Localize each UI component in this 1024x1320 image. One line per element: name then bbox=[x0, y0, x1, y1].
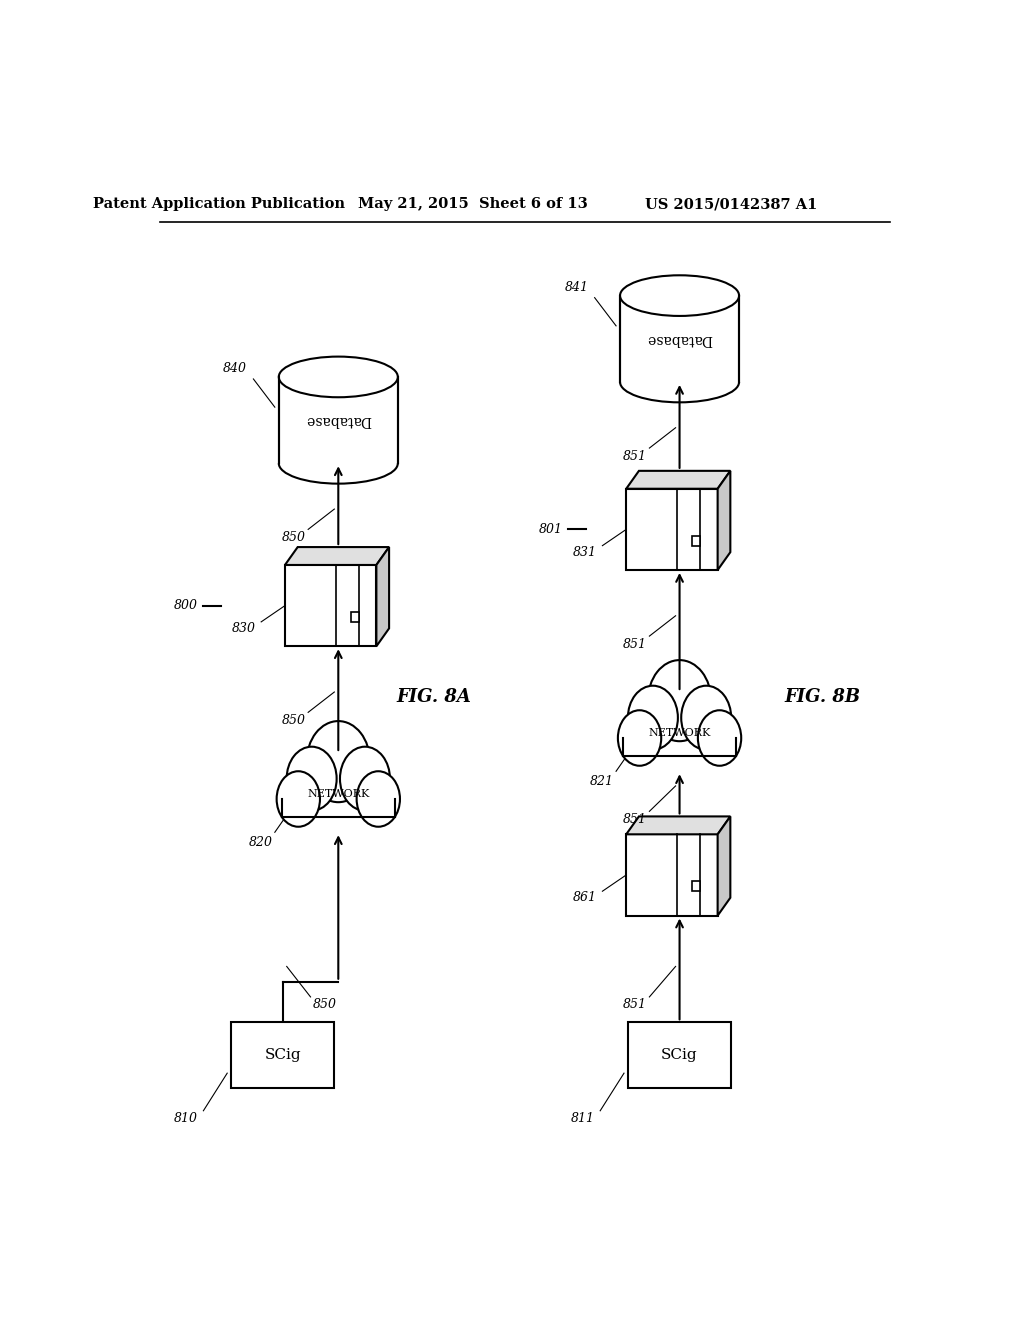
Polygon shape bbox=[692, 536, 699, 545]
Text: SCig: SCig bbox=[264, 1048, 301, 1063]
Circle shape bbox=[340, 747, 390, 810]
Circle shape bbox=[617, 710, 662, 766]
Text: US 2015/0142387 A1: US 2015/0142387 A1 bbox=[645, 197, 817, 211]
Text: 851: 851 bbox=[624, 998, 647, 1011]
Text: 820: 820 bbox=[249, 836, 272, 849]
Polygon shape bbox=[623, 711, 736, 756]
Polygon shape bbox=[627, 834, 718, 916]
Text: NETWORK: NETWORK bbox=[648, 727, 711, 738]
Circle shape bbox=[698, 710, 741, 766]
Circle shape bbox=[276, 771, 319, 826]
Text: 841: 841 bbox=[564, 281, 589, 294]
Circle shape bbox=[306, 721, 370, 803]
Text: 851: 851 bbox=[624, 813, 647, 826]
Text: FIG. 8B: FIG. 8B bbox=[784, 688, 860, 706]
Polygon shape bbox=[282, 772, 395, 817]
Text: Database: Database bbox=[646, 331, 713, 346]
Text: 810: 810 bbox=[174, 1113, 198, 1126]
Bar bbox=[628, 1022, 731, 1089]
Text: 850: 850 bbox=[282, 531, 306, 544]
Text: 861: 861 bbox=[573, 891, 597, 904]
Text: 850: 850 bbox=[312, 998, 337, 1011]
Polygon shape bbox=[718, 471, 730, 570]
Polygon shape bbox=[285, 546, 389, 565]
Polygon shape bbox=[285, 565, 377, 647]
Text: 851: 851 bbox=[624, 638, 647, 651]
Text: Database: Database bbox=[305, 413, 372, 428]
Polygon shape bbox=[279, 378, 397, 463]
Polygon shape bbox=[627, 488, 718, 570]
Text: SCig: SCig bbox=[662, 1048, 698, 1063]
Polygon shape bbox=[620, 296, 739, 381]
Text: 830: 830 bbox=[231, 622, 256, 635]
Circle shape bbox=[681, 685, 731, 750]
Polygon shape bbox=[351, 612, 358, 622]
Bar bbox=[231, 1022, 334, 1089]
Polygon shape bbox=[692, 882, 699, 891]
Text: 851: 851 bbox=[624, 450, 647, 463]
Polygon shape bbox=[377, 546, 389, 647]
Text: 850: 850 bbox=[282, 714, 306, 727]
Text: 840: 840 bbox=[223, 362, 247, 375]
Ellipse shape bbox=[621, 276, 739, 315]
Text: FIG. 8A: FIG. 8A bbox=[396, 688, 471, 706]
Text: Patent Application Publication: Patent Application Publication bbox=[93, 197, 345, 211]
Text: May 21, 2015  Sheet 6 of 13: May 21, 2015 Sheet 6 of 13 bbox=[358, 197, 588, 211]
Circle shape bbox=[628, 685, 678, 750]
Text: 801: 801 bbox=[539, 523, 563, 536]
Text: 831: 831 bbox=[573, 545, 597, 558]
Text: NETWORK: NETWORK bbox=[307, 788, 370, 799]
Circle shape bbox=[648, 660, 712, 742]
Polygon shape bbox=[718, 816, 730, 916]
Text: 811: 811 bbox=[570, 1113, 595, 1126]
Polygon shape bbox=[627, 471, 730, 488]
Circle shape bbox=[356, 771, 400, 826]
Polygon shape bbox=[627, 816, 730, 834]
Text: 800: 800 bbox=[174, 599, 198, 612]
Circle shape bbox=[287, 747, 337, 810]
Text: 821: 821 bbox=[590, 775, 613, 788]
Ellipse shape bbox=[279, 356, 397, 397]
